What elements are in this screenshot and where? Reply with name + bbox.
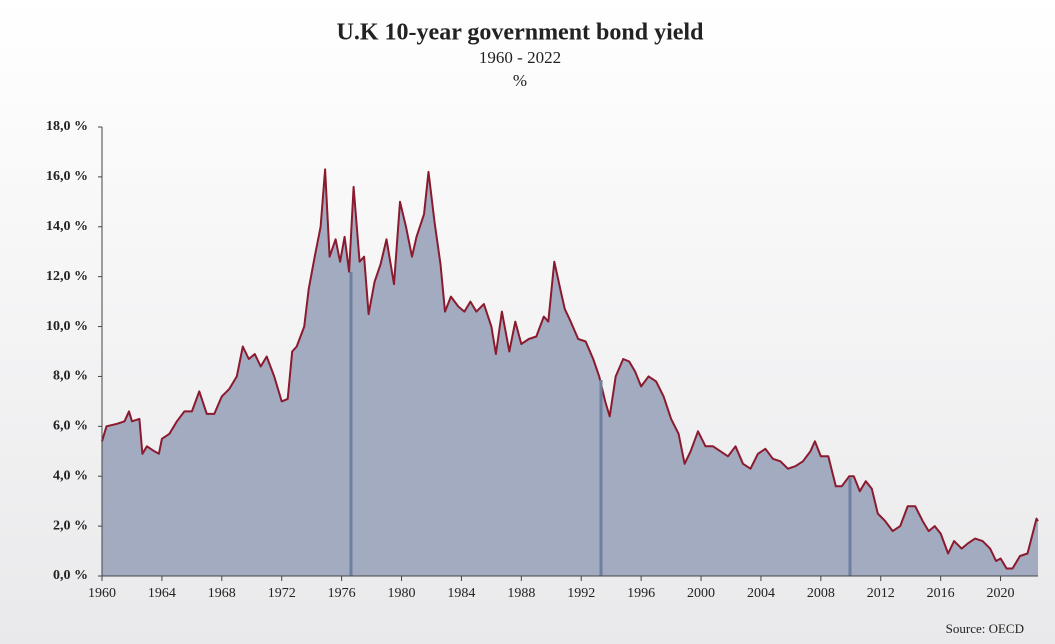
unit-label: %	[513, 71, 527, 90]
x-tick-label: 1976	[328, 586, 356, 601]
y-tick-label: 6,0 %	[53, 419, 88, 434]
x-tick-label: 1964	[148, 586, 176, 601]
x-tick-label: 2016	[927, 586, 955, 601]
y-tick-label: 2,0 %	[53, 518, 88, 533]
y-tick-label: 8,0 %	[53, 369, 88, 384]
chart-title: U.K 10-year government bond yield	[337, 20, 705, 46]
y-tick-label: 0,0 %	[53, 568, 88, 583]
y-tick-label: 16,0 %	[46, 169, 88, 184]
line	[101, 168, 1039, 570]
y-tick-label: 10,0 %	[46, 319, 88, 334]
x-tick-label: 1960	[88, 586, 116, 601]
x-tick-label: 1984	[447, 586, 475, 601]
y-tick-label: 12,0 %	[46, 269, 88, 284]
x-tick-label: 2000	[687, 586, 715, 601]
source-note: Source: OECD	[946, 621, 1024, 636]
x-tick-label: 2020	[987, 586, 1015, 601]
x-tick-label: 2004	[747, 586, 775, 601]
x-tick-label: 1996	[627, 586, 655, 601]
x-tick-label: 1972	[268, 586, 296, 601]
x-tick-label: 2008	[807, 586, 835, 601]
x-tick-label: 1992	[567, 586, 595, 601]
y-tick-label: 18,0 %	[46, 119, 88, 134]
y-tick-label: 14,0 %	[46, 219, 88, 234]
chart-subtitle: 1960 - 2022	[479, 48, 561, 67]
area	[102, 169, 1038, 576]
x-tick-label: 1980	[388, 586, 416, 601]
x-tick-label: 1968	[208, 586, 236, 601]
x-tick-label: 2012	[867, 586, 895, 601]
x-tick-label: 1988	[507, 586, 535, 601]
y-tick-label: 4,0 %	[53, 468, 88, 483]
